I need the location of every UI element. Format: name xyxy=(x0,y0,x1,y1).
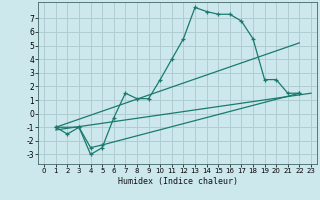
X-axis label: Humidex (Indice chaleur): Humidex (Indice chaleur) xyxy=(118,177,238,186)
